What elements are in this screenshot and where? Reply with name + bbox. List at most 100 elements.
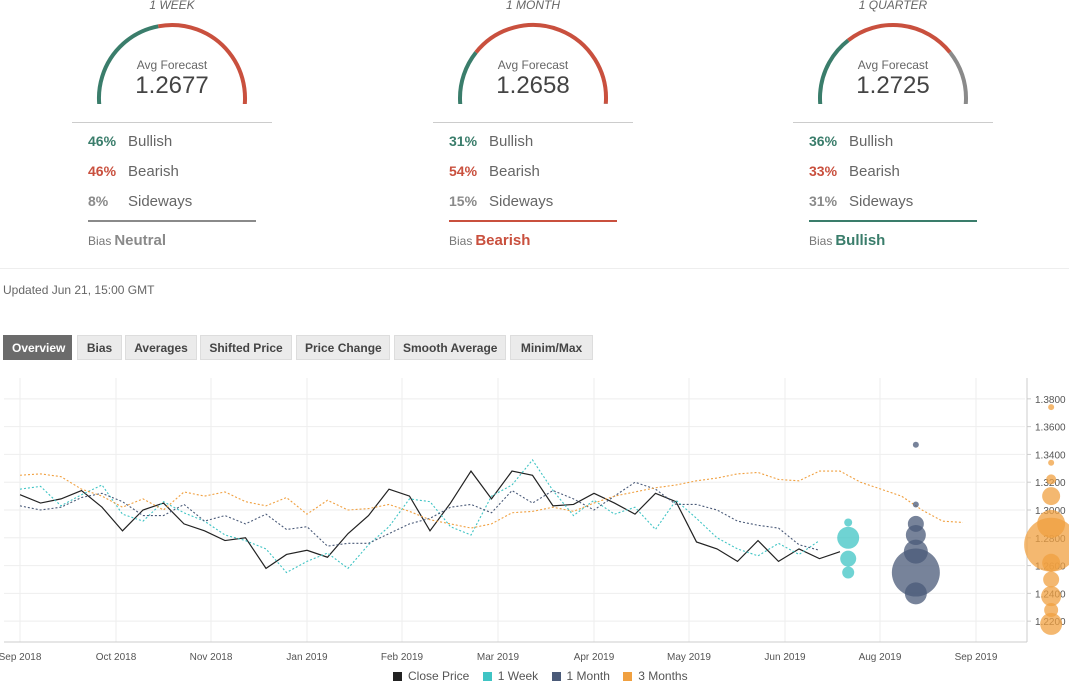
bearish-pct: 46% — [88, 163, 128, 179]
y-tick-label: 1.3600 — [1035, 423, 1066, 434]
forecast-bubble — [1043, 571, 1059, 587]
x-tick-label: Feb 2019 — [381, 652, 424, 663]
x-tick-label: Sep 2018 — [0, 652, 42, 663]
legend-swatch-week — [483, 672, 492, 681]
tab-price-change[interactable]: Price Change — [296, 335, 390, 360]
bearish-row: 54%Bearish — [449, 163, 540, 180]
avg-forecast-value: 1.2677 — [72, 72, 272, 100]
bias-underline — [88, 220, 256, 222]
tab-averages[interactable]: Averages — [125, 335, 197, 360]
sideways-label: Sideways — [128, 193, 192, 210]
forecast-bubbles-1-week — [837, 519, 859, 579]
avg-forecast-label: Avg Forecast — [72, 58, 272, 72]
bearish-label: Bearish — [849, 163, 900, 180]
y-tick-label: 1.3400 — [1035, 450, 1066, 461]
x-tick-label: May 2019 — [667, 652, 711, 663]
divider — [72, 122, 272, 123]
forecast-bubble — [913, 501, 919, 507]
sideways-pct: 31% — [809, 193, 849, 209]
bullish-pct: 31% — [449, 133, 489, 149]
forecast-chart: 1.38001.36001.34001.32001.30001.28001.26… — [0, 376, 1069, 666]
chart-legend: Close Price 1 Week 1 Month 3 Months — [393, 669, 698, 683]
updated-timestamp: Updated Jun 21, 15:00 GMT — [3, 283, 154, 297]
x-tick-label: Jun 2019 — [764, 652, 806, 663]
sideways-row: 31%Sideways — [809, 193, 913, 210]
avg-forecast-label: Avg Forecast — [793, 58, 993, 72]
bullish-label: Bullish — [849, 133, 893, 150]
forecast-bubble — [840, 551, 856, 567]
forecast-bubble — [913, 442, 919, 448]
legend-3-months[interactable]: 3 Months — [623, 669, 687, 683]
bearish-pct: 54% — [449, 163, 489, 179]
period-label: 1 MONTH — [433, 0, 633, 12]
x-tick-label: Oct 2018 — [96, 652, 137, 663]
legend-swatch-month — [552, 672, 561, 681]
sideways-label: Sideways — [849, 193, 913, 210]
bullish-pct: 36% — [809, 133, 849, 149]
legend-label: 1 Week — [498, 669, 538, 683]
bearish-row: 46%Bearish — [88, 163, 179, 180]
tab-shifted-price[interactable]: Shifted Price — [200, 335, 292, 360]
sideways-pct: 15% — [449, 193, 489, 209]
forecast-bubble — [1048, 460, 1054, 466]
divider — [433, 122, 633, 123]
sideways-label: Sideways — [489, 193, 553, 210]
sideways-pct: 8% — [88, 193, 128, 209]
forecast-bubble — [1040, 613, 1062, 635]
x-tick-label: Sep 2019 — [955, 652, 998, 663]
bias-value: Bullish — [835, 232, 885, 249]
bullish-pct: 46% — [88, 133, 128, 149]
legend-close-price[interactable]: Close Price — [393, 669, 469, 683]
legend-1-month[interactable]: 1 Month — [552, 669, 610, 683]
gauge-bearish-arc — [848, 25, 950, 52]
x-tick-label: Mar 2019 — [477, 652, 520, 663]
bearish-label: Bearish — [128, 163, 179, 180]
divider — [793, 122, 993, 123]
legend-1-week[interactable]: 1 Week — [483, 669, 538, 683]
forecast-bubble — [1042, 554, 1060, 572]
bias-value: Bearish — [475, 232, 530, 249]
bias-underline — [449, 220, 617, 222]
tab-overview[interactable]: Overview — [3, 335, 72, 360]
bullish-row: 46%Bullish — [88, 133, 172, 150]
section-divider — [0, 268, 1069, 269]
sideways-row: 15%Sideways — [449, 193, 553, 210]
bias-label: Bias — [88, 234, 111, 248]
bearish-row: 33%Bearish — [809, 163, 900, 180]
forecast-bubbles-1-month — [892, 442, 940, 605]
forecast-bubble — [905, 582, 927, 604]
bullish-label: Bullish — [489, 133, 533, 150]
forecast-bubble — [1046, 474, 1056, 484]
bias-value: Neutral — [114, 232, 166, 249]
forecast-bubble — [844, 519, 852, 527]
tab-smooth-average[interactable]: Smooth Average — [394, 335, 506, 360]
bias-label: Bias — [809, 234, 832, 248]
series-line-1-week — [20, 460, 820, 573]
period-label: 1 WEEK — [72, 0, 272, 12]
bias-label: Bias — [449, 234, 472, 248]
series-line-1-month — [20, 482, 820, 550]
tab-bias[interactable]: Bias — [77, 335, 122, 360]
avg-forecast-value: 1.2658 — [433, 72, 633, 100]
y-tick-label: 1.3800 — [1035, 395, 1066, 406]
tab-minim-max[interactable]: Minim/Max — [510, 335, 593, 360]
x-tick-label: Nov 2018 — [190, 652, 233, 663]
forecast-bubble — [837, 527, 859, 549]
legend-label: Close Price — [408, 669, 469, 683]
period-label: 1 QUARTER — [793, 0, 993, 12]
legend-label: 3 Months — [638, 669, 687, 683]
bearish-pct: 33% — [809, 163, 849, 179]
legend-swatch-close — [393, 672, 402, 681]
forecast-bubble — [1048, 404, 1054, 410]
forecast-bubble — [1042, 487, 1060, 505]
avg-forecast-label: Avg Forecast — [433, 58, 633, 72]
bearish-label: Bearish — [489, 163, 540, 180]
avg-forecast-value: 1.2725 — [793, 72, 993, 100]
x-tick-label: Jan 2019 — [286, 652, 328, 663]
sideways-row: 8%Sideways — [88, 193, 192, 210]
bullish-row: 36%Bullish — [809, 133, 893, 150]
x-tick-label: Aug 2019 — [859, 652, 902, 663]
chart-grid — [4, 378, 1025, 642]
